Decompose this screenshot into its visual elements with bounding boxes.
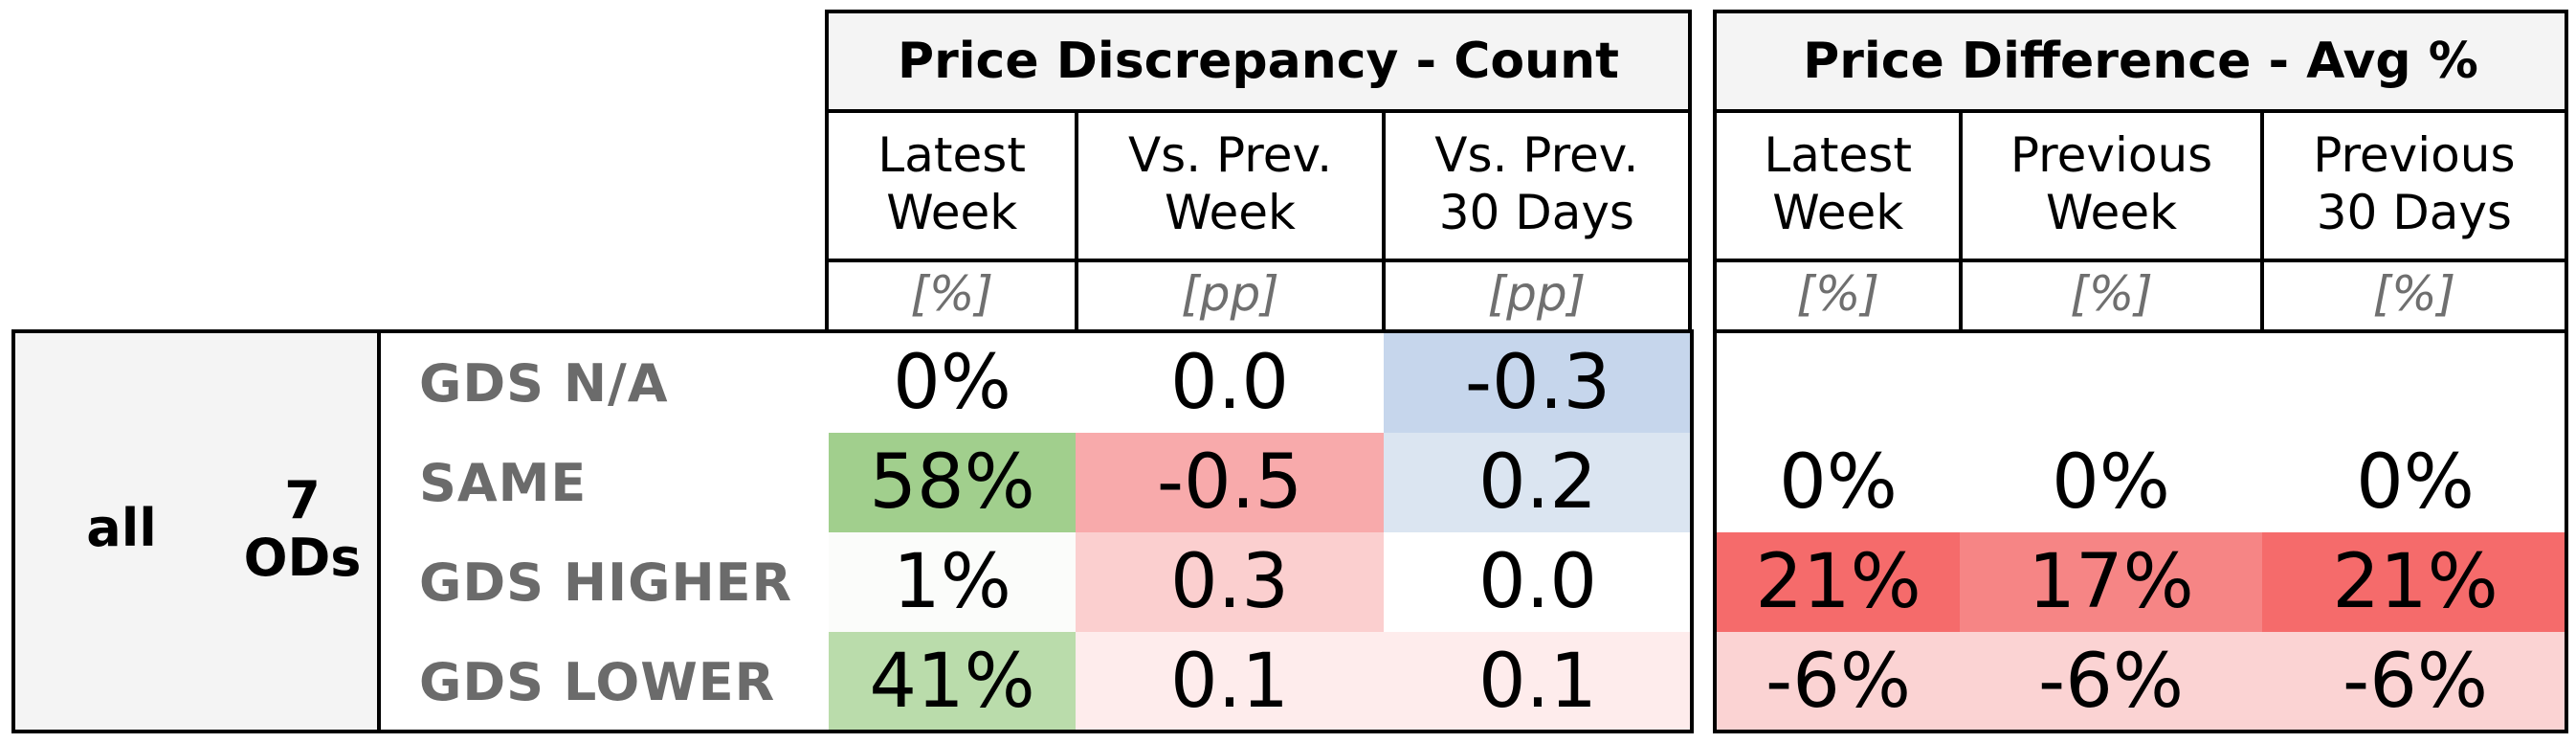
cell-diff-gds-higher-1: 17% <box>1960 532 2262 632</box>
row-label-gds-higher: GDS HIGHER <box>419 552 793 613</box>
cell-count-same-2: 0.2 <box>1384 433 1692 532</box>
unit-previous-30-days: [%] <box>2263 259 2568 333</box>
unit-vs-prev-30-days: [pp] <box>1385 259 1692 333</box>
cell-count-gds-lower-0: 41% <box>829 632 1076 732</box>
group-title-difference: Price Difference - Avg % <box>1713 10 2568 113</box>
unit-previous-week: [%] <box>1963 259 2264 333</box>
cell-diff-same-2: 0% <box>2262 433 2568 532</box>
col-header-vs-prev-30-days: Vs. Prev. 30 Days <box>1385 109 1692 262</box>
cell-count-gds-higher-0: 1% <box>829 532 1076 632</box>
cell-count-gds-lower-1: 0.1 <box>1076 632 1384 732</box>
cell-count-gds-higher-2: 0.0 <box>1384 532 1692 632</box>
columns-discrepancy: Latest Week Vs. Prev. Week Vs. Prev. 30 … <box>825 109 1692 262</box>
od-count-label: 7 ODs <box>243 470 362 588</box>
row-label-same: SAME <box>419 452 588 513</box>
segment-panel <box>13 331 379 732</box>
units-discrepancy: [%] [pp] [pp] <box>825 259 1692 333</box>
col-header-latest-week: Latest Week <box>1713 109 1964 262</box>
cell-diff-gds-n-a-1 <box>1960 333 2262 433</box>
cell-count-same-1: -0.5 <box>1076 433 1384 532</box>
cell-diff-gds-n-a-2 <box>2262 333 2568 433</box>
col-header-vs-prev-week: Vs. Prev. Week <box>1078 109 1386 262</box>
units-difference: [%] [%] [%] <box>1713 259 2568 333</box>
row-label-gds-lower: GDS LOWER <box>419 651 776 712</box>
cell-diff-same-1: 0% <box>1960 433 2262 532</box>
cell-count-gds-n-a-0: 0% <box>829 333 1076 433</box>
unit-vs-prev-week: [pp] <box>1078 259 1386 333</box>
unit-latest-week: [%] <box>825 259 1079 333</box>
col-header-latest-week: Latest Week <box>825 109 1079 262</box>
cell-diff-gds-higher-2: 21% <box>2262 532 2568 632</box>
col-header-previous-week: Previous Week <box>1963 109 2264 262</box>
cell-diff-same-0: 0% <box>1717 433 1960 532</box>
cell-diff-gds-lower-2: -6% <box>2262 632 2568 732</box>
cell-diff-gds-n-a-0 <box>1717 333 1960 433</box>
cell-diff-gds-lower-1: -6% <box>1960 632 2262 732</box>
cell-count-gds-lower-2: 0.1 <box>1384 632 1692 732</box>
group-title-discrepancy: Price Discrepancy - Count <box>825 10 1692 113</box>
segment-label: all <box>86 498 157 558</box>
cell-count-gds-higher-1: 0.3 <box>1076 532 1384 632</box>
cell-count-gds-n-a-1: 0.0 <box>1076 333 1384 433</box>
cell-count-same-0: 58% <box>829 433 1076 532</box>
cell-diff-gds-higher-0: 21% <box>1717 532 1960 632</box>
cell-diff-gds-lower-0: -6% <box>1717 632 1960 732</box>
columns-difference: Latest Week Previous Week Previous 30 Da… <box>1713 109 2568 262</box>
row-header-divider <box>377 331 381 732</box>
cell-count-gds-n-a-2: -0.3 <box>1384 333 1692 433</box>
unit-latest-week: [%] <box>1713 259 1964 333</box>
col-header-previous-30-days: Previous 30 Days <box>2263 109 2568 262</box>
row-label-gds-n-a: GDS N/A <box>419 352 669 414</box>
